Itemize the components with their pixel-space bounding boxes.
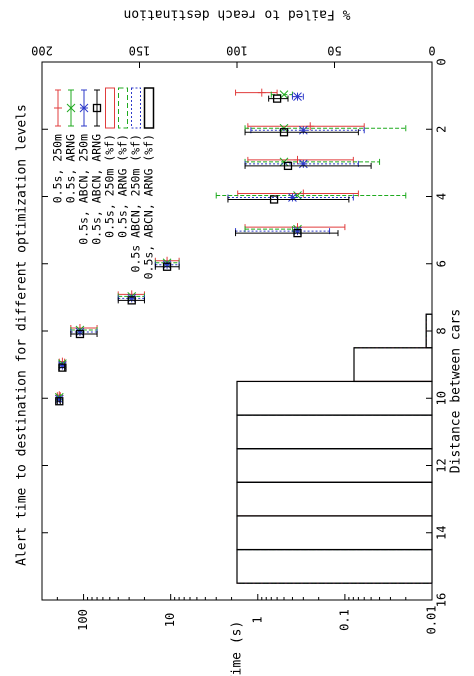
bar-2: [236, 380, 433, 416]
legend-label: 0.5s, 250m (%f): [103, 134, 117, 238]
point-2: [162, 260, 172, 270]
legend-label: 0.5s, ARNG: [64, 134, 78, 203]
point-3: [58, 363, 67, 372]
y-axis-label: Time (s): [230, 621, 245, 676]
bar-0: [236, 448, 433, 483]
bar-2: [236, 549, 433, 584]
y2-tick-label: 150: [129, 44, 151, 58]
legend-label: 0.5s, ABCN, ARNG (%f): [142, 134, 156, 279]
legend-swatch-7: [143, 87, 155, 129]
point-3: [162, 262, 172, 271]
point-2: [298, 159, 308, 169]
bar-0: [236, 414, 433, 450]
x-tick-label: 14: [435, 526, 449, 540]
x-tick-label: 4: [435, 193, 449, 200]
bar-0: [353, 347, 433, 382]
bar-1: [236, 481, 433, 517]
y2-tick-label: 50: [327, 44, 341, 58]
legend-marker-2: [79, 103, 89, 113]
bar-0: [236, 380, 433, 416]
legend-label: 0.5s, 250m: [51, 134, 65, 203]
point-2: [288, 193, 297, 202]
point-2: [54, 394, 64, 404]
bar-0: [236, 549, 433, 584]
y-tick-label: 100: [76, 609, 90, 631]
legend-swatch-6: [131, 87, 141, 129]
y2-axis-label: % Failed to reach destination: [124, 7, 351, 22]
bar-3: [236, 548, 433, 584]
bar-3: [236, 380, 433, 416]
bar-0: [236, 515, 433, 551]
point-3: [283, 161, 293, 171]
y2-tick-label: 0: [428, 44, 435, 58]
legend-swatch-4: [105, 87, 115, 129]
bar-3: [236, 481, 433, 517]
bar-2: [236, 481, 433, 517]
point-2: [293, 92, 302, 101]
legend-marker-1: [66, 103, 76, 113]
y-tick-label: 0.1: [337, 609, 351, 631]
point-3: [279, 128, 289, 137]
legend-label: 0.5s, ABCN, ARNG: [90, 134, 104, 245]
bar-2: [236, 515, 433, 551]
bar-2: [236, 414, 433, 450]
legend-label: 0.5s ABCN, 250m (%f): [129, 134, 143, 272]
point-1: [293, 191, 302, 200]
bar-2: [353, 347, 433, 382]
y-tick-label: 0.01: [425, 606, 439, 635]
y2-tick-label: 100: [226, 44, 248, 58]
y-tick-label: 10: [163, 613, 177, 627]
point-2: [298, 125, 308, 135]
bar-3: [353, 347, 433, 383]
point-3: [269, 195, 279, 204]
point-3: [293, 228, 302, 238]
bar-1: [236, 414, 433, 450]
bar-1: [353, 347, 433, 382]
point-3: [55, 397, 64, 406]
bar-1: [236, 380, 433, 416]
point-2: [293, 226, 302, 236]
point-1: [279, 90, 289, 99]
chart-title: Alert time to destination for different …: [15, 104, 30, 566]
bar-1: [236, 515, 433, 551]
legend-label: 0.5s, ABCN, 250m: [77, 134, 91, 245]
point-3: [127, 296, 136, 305]
bar-3: [236, 515, 433, 551]
y-tick-label: 1: [250, 616, 264, 623]
bar-0: [236, 481, 433, 517]
legend-marker-3: [92, 103, 102, 113]
x-axis-label: Distance between cars: [449, 309, 464, 473]
x-tick-label: 16: [435, 593, 449, 607]
bar-1: [236, 549, 433, 584]
point-2: [75, 327, 85, 337]
x-tick-label: 10: [435, 391, 449, 405]
bar-1: [236, 448, 433, 483]
x-tick-label: 12: [435, 458, 449, 472]
x-tick-label: 0: [435, 58, 449, 65]
point-2: [127, 294, 137, 303]
bar-3: [236, 448, 433, 483]
y2-tick-label: 200: [31, 44, 53, 58]
bar-2: [236, 448, 433, 483]
legend-label: 0.5s, ARNG (%f): [116, 134, 130, 238]
x-tick-label: 2: [435, 126, 449, 133]
point-3: [75, 329, 85, 339]
legend-swatch-5: [118, 87, 128, 129]
point-3: [272, 94, 282, 103]
bar-3: [236, 414, 433, 450]
x-tick-label: 6: [435, 260, 449, 267]
x-tick-label: 8: [435, 327, 449, 334]
